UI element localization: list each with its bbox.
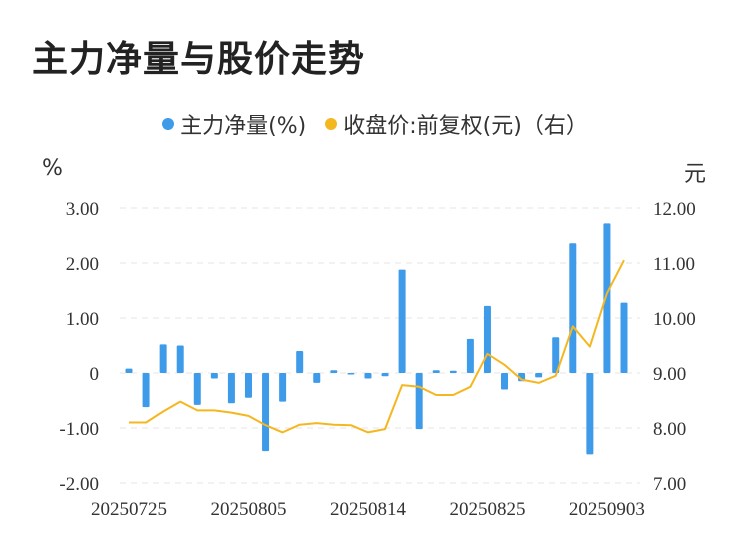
net-flow-bar[interactable] — [398, 269, 406, 373]
x-axis-tick-label: 20250825 — [449, 499, 525, 520]
net-flow-bar[interactable] — [586, 373, 594, 455]
net-flow-bar[interactable] — [620, 302, 628, 373]
net-flow-bar[interactable] — [483, 305, 491, 373]
legend-dot-net-flow — [162, 118, 175, 130]
net-flow-bar[interactable] — [364, 373, 372, 379]
right-axis-tick-label: 9.00 — [653, 364, 686, 385]
net-flow-bar[interactable] — [552, 337, 560, 373]
net-flow-bar[interactable] — [193, 373, 201, 405]
right-axis-tick-label: 7.00 — [653, 474, 686, 495]
left-axis-tick-label: 1.00 — [66, 309, 99, 330]
net-flow-bar[interactable] — [279, 373, 287, 402]
legend: 主力净量(%) 收盘价:前复权(元)（右） — [0, 108, 750, 140]
x-axis-tick-label: 20250903 — [569, 499, 645, 520]
legend-dot-close-price — [325, 118, 338, 130]
net-flow-bar[interactable] — [347, 373, 355, 375]
net-flow-bar[interactable] — [125, 368, 133, 373]
legend-item-net-flow[interactable]: 主力净量(%) — [162, 108, 306, 140]
right-axis-unit: 元 — [684, 162, 707, 187]
left-axis-tick-label: 2.00 — [66, 254, 99, 275]
net-flow-bar[interactable] — [244, 373, 252, 398]
right-axis-tick-label: 12.00 — [653, 199, 696, 220]
net-flow-bar[interactable] — [227, 373, 235, 404]
legend-label-close-price: 收盘价:前复权(元)（右） — [343, 114, 588, 139]
left-axis-tick-label: 3.00 — [66, 199, 99, 220]
net-flow-bar[interactable] — [466, 338, 474, 373]
net-flow-bar[interactable] — [569, 243, 577, 373]
net-flow-bar[interactable] — [262, 373, 270, 452]
legend-label-net-flow: 主力净量(%) — [180, 114, 307, 139]
net-flow-bar[interactable] — [449, 370, 457, 373]
x-axis-tick-label: 20250814 — [330, 499, 407, 520]
x-axis-tick-label: 20250805 — [210, 499, 286, 520]
net-flow-bar[interactable] — [159, 344, 167, 373]
x-axis-tick-label: 20250725 — [91, 499, 167, 520]
net-flow-bar[interactable] — [296, 351, 304, 373]
legend-item-close-price[interactable]: 收盘价:前复权(元)（右） — [325, 108, 588, 140]
net-flow-bar[interactable] — [142, 373, 150, 408]
right-axis-tick-label: 8.00 — [653, 419, 686, 440]
right-axis-tick-label: 11.00 — [653, 254, 695, 275]
net-flow-bar[interactable] — [313, 373, 321, 383]
net-flow-bar[interactable] — [210, 373, 218, 379]
net-flow-bar[interactable] — [432, 370, 440, 373]
net-flow-bar[interactable] — [501, 373, 509, 390]
net-flow-bar[interactable] — [603, 223, 611, 373]
net-flow-bar[interactable] — [176, 345, 184, 374]
right-axis-tick-label: 10.00 — [653, 309, 696, 330]
net-flow-bar[interactable] — [381, 373, 389, 377]
left-axis-tick-label: -1.00 — [59, 419, 99, 440]
left-axis-tick-label: -2.00 — [59, 474, 99, 495]
chart-title: 主力净量与股价走势 — [32, 39, 366, 80]
net-flow-bar[interactable] — [415, 373, 423, 430]
net-flow-bar[interactable] — [535, 373, 543, 378]
net-flow-bar[interactable] — [330, 370, 338, 373]
left-axis-tick-label: 0 — [90, 364, 100, 385]
close-price-line[interactable] — [129, 259, 625, 434]
left-axis-unit: % — [42, 156, 63, 181]
